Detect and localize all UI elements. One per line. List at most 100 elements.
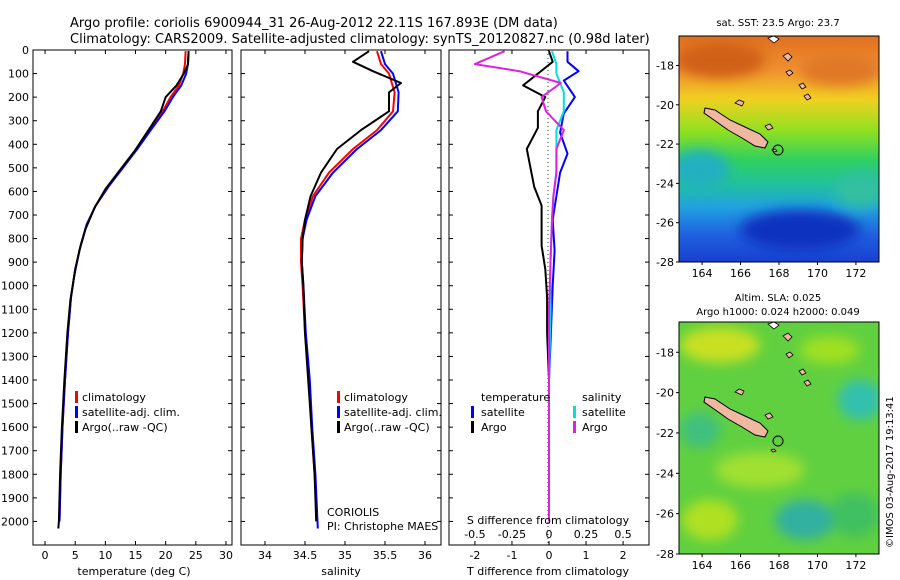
x-tick-label: 15 <box>129 549 143 562</box>
map-y-tick-label: -26 <box>656 508 674 521</box>
islet <box>798 82 807 90</box>
islet <box>734 388 745 396</box>
map-x-tick-label: 168 <box>769 267 790 280</box>
map-x-tick-label: 166 <box>730 559 751 572</box>
x-tick-label: 20 <box>159 549 173 562</box>
map-y-tick-label: -24 <box>656 467 674 480</box>
legend-label-argo: Argo(..raw -QC) <box>82 421 168 434</box>
map-y-tick-label: -20 <box>656 99 674 112</box>
sla-high-blob <box>680 327 760 363</box>
map-y-tick-label: -26 <box>656 217 674 230</box>
islet <box>798 368 807 376</box>
y-tick-label: 1200 <box>1 327 29 340</box>
map-x-tick-label: 164 <box>692 559 713 572</box>
y-tick-label: 400 <box>8 138 29 151</box>
pi-label: PI: Christophe MAES <box>327 520 438 533</box>
sla-mid-blob <box>830 493 879 537</box>
difference-axis-ticks: -2 -1 0 1 2 -0.5 -0.25 0 0.25 0.5 <box>449 49 649 562</box>
salinity-panel: 34 34.5 35 35.5 36 climatology satellite-adj… <box>240 49 442 578</box>
sst-cool-blob <box>835 172 879 208</box>
y-tick-label: 700 <box>8 209 29 222</box>
institution-label: CORIOLIS <box>327 506 379 519</box>
sst-blobs <box>679 42 879 250</box>
y-tick-label: 100 <box>8 68 29 81</box>
x-tick-label: 10 <box>98 549 112 562</box>
map-x-tick-label: 168 <box>769 559 790 572</box>
x-tick-label: 35.5 <box>373 549 398 562</box>
islet <box>782 52 793 62</box>
legend-header-salinity: salinity <box>582 391 622 404</box>
x-tick-label: 0 <box>546 549 553 562</box>
legend-swatch-satellite <box>337 406 340 418</box>
sla-high-blob <box>800 336 860 364</box>
sla-blobs <box>680 327 879 540</box>
x-top-tick-label: 0.25 <box>574 528 599 541</box>
sst-warm-blob <box>679 42 765 78</box>
sla-map-ticks: 164 166 168 170 172 -18 -20 -22 -24 -26 -28 <box>656 346 866 572</box>
y-tick-label: 1000 <box>1 280 29 293</box>
legend-swatch-climatology <box>337 391 340 403</box>
series-line-satellite-adj-clim- <box>58 51 190 522</box>
legend-swatch-sal-argo <box>573 421 576 433</box>
legend-label-temp-argo: Argo <box>481 421 507 434</box>
sst-cold-blob <box>740 210 860 250</box>
map-y-tick-label: -24 <box>656 177 674 190</box>
argo-position-marker <box>772 435 784 447</box>
argo-position-marker <box>772 144 784 156</box>
legend-swatch-argo <box>337 421 340 433</box>
salinity-x-label: salinity <box>321 565 361 578</box>
series-line-salinity-argo <box>473 50 565 522</box>
series-line-temperature-satellite <box>548 51 580 522</box>
y-tick-label: 1500 <box>1 398 29 411</box>
sla-map-title-1: Altim. SLA: 0.025 <box>735 293 821 304</box>
legend-swatch-sal-satellite <box>573 406 576 418</box>
y-tick-label: 2000 <box>1 515 29 528</box>
x-tick-label: 25 <box>189 549 203 562</box>
islet <box>767 322 780 330</box>
series-line-satellite-adj-clim- <box>300 50 400 529</box>
y-tick-label: 1100 <box>1 303 29 316</box>
y-tick-label: 300 <box>8 115 29 128</box>
x-tick-label: 2 <box>620 549 627 562</box>
imos-timestamp: ©IMOS 03-Aug-2017 19:13:41 <box>885 396 896 548</box>
x-top-tick-label: 0 <box>546 528 553 541</box>
sla-high-blob <box>682 500 738 540</box>
sst-warm-blob <box>800 54 879 86</box>
islet <box>785 351 794 359</box>
x-tick-label: 1 <box>583 549 590 562</box>
legend-swatch-climatology <box>75 391 78 403</box>
temperature-legend: climatology satellite-adj. clim. Argo(..… <box>75 391 180 434</box>
islet <box>785 69 794 77</box>
y-tick-label: 1800 <box>1 468 29 481</box>
sla-field <box>679 322 879 554</box>
map-y-tick-label: -28 <box>656 548 674 561</box>
difference-series <box>473 50 580 522</box>
temperature-plot-frame <box>32 49 233 546</box>
x-tick-label: -1 <box>506 549 517 562</box>
legend-label-climatology: climatology <box>344 391 408 404</box>
legend-label-climatology: climatology <box>82 391 146 404</box>
x-tick-label: 34.5 <box>293 549 318 562</box>
series-line-climatology <box>58 51 187 522</box>
y-tick-label: 1700 <box>1 445 29 458</box>
x-tick-label: -2 <box>469 549 480 562</box>
temperature-x-label: temperature (deg C) <box>77 565 190 578</box>
difference-top-x-label: S difference from climatology <box>467 514 630 527</box>
sla-high-blob <box>715 452 805 488</box>
sla-low-blob <box>680 412 720 448</box>
salinity-axis-ticks: 34 34.5 35 35.5 36 <box>241 49 441 562</box>
y-tick-label: 1300 <box>1 350 29 363</box>
sla-low-blob <box>838 380 879 420</box>
y-tick-label: 1900 <box>1 492 29 505</box>
y-tick-label: 200 <box>8 91 29 104</box>
islet <box>764 412 774 420</box>
sst-field <box>679 36 879 262</box>
series-line-argo-raw-qc- <box>300 50 402 522</box>
map-y-tick-label: -22 <box>656 138 674 151</box>
salinity-plot-frame <box>240 49 442 546</box>
temperature-axis-ticks: 0100200300400500600700800900100011001200… <box>1 44 233 562</box>
x-tick-label: 30 <box>219 549 233 562</box>
x-tick-label: 34 <box>258 549 272 562</box>
legend-swatch-argo <box>75 421 78 433</box>
x-tick-label: 35 <box>338 549 352 562</box>
